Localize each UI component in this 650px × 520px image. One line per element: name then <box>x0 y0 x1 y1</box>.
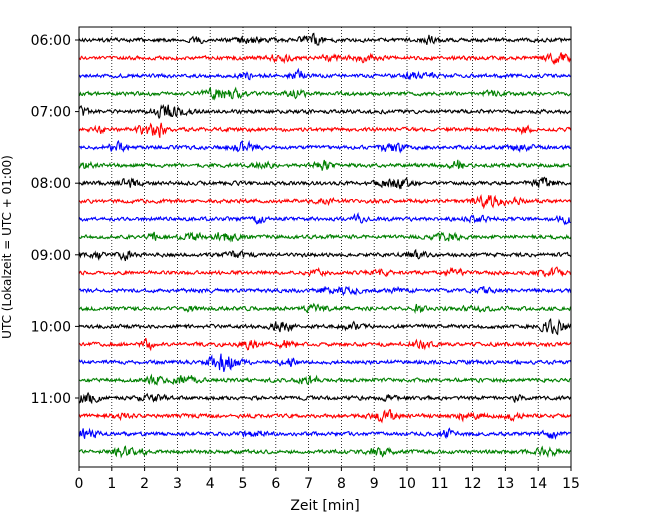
x-tick-label: 11 <box>431 476 449 492</box>
x-tick-label: 8 <box>337 476 346 492</box>
y-tick-label: 10:00 <box>31 319 71 335</box>
x-tick-label: 4 <box>206 476 215 492</box>
trace-line <box>78 266 572 278</box>
trace-line <box>78 212 571 226</box>
trace-line <box>78 445 572 459</box>
y-tick-label: 09:00 <box>31 248 71 264</box>
x-tick-label: 2 <box>140 476 149 492</box>
y-axis-label: UTC (Lokalzeit = UTC + 01:00) <box>0 155 14 339</box>
trace-line <box>78 176 572 190</box>
trace-line <box>78 427 572 440</box>
x-tick-label: 15 <box>562 476 580 492</box>
x-tick-label: 7 <box>304 476 313 492</box>
x-tick-label: 6 <box>271 476 280 492</box>
trace-line <box>78 67 572 81</box>
x-tick-label: 3 <box>173 476 182 492</box>
y-tick-label: 11:00 <box>31 391 71 407</box>
y-axis-ticks: 06:00 07:00 08:00 09:00 10:00 11:00 <box>31 33 79 407</box>
y-tick-label: 07:00 <box>31 105 71 121</box>
trace-group <box>78 32 572 459</box>
x-tick-label: 5 <box>239 476 248 492</box>
trace-line <box>78 193 572 210</box>
x-tick-label: 12 <box>464 476 482 492</box>
trace-line <box>78 159 572 171</box>
trace-line <box>78 409 572 424</box>
x-axis-ticks: 0 1 2 3 4 5 6 7 8 9 10 11 12 13 14 15 <box>75 467 580 492</box>
x-tick-label: 13 <box>496 476 514 492</box>
trace-line <box>78 317 572 336</box>
trace-line <box>78 231 572 243</box>
trace-line <box>78 122 572 138</box>
x-tick-label: 9 <box>370 476 379 492</box>
trace-line <box>78 32 572 46</box>
trace-line <box>78 337 572 352</box>
x-tick-label: 14 <box>529 476 547 492</box>
x-tick-label: 1 <box>107 476 116 492</box>
trace-line <box>78 248 572 262</box>
trace-line <box>78 52 572 66</box>
trace-line <box>78 104 572 120</box>
trace-line <box>78 353 572 372</box>
trace-line <box>78 86 572 101</box>
plot-frame <box>78 26 572 468</box>
x-grid <box>111 27 539 467</box>
trace-line <box>78 285 572 297</box>
trace-line <box>78 373 572 386</box>
trace-line <box>78 139 572 154</box>
y-tick-label: 08:00 <box>31 176 71 192</box>
trace-line <box>78 391 572 405</box>
x-tick-label: 0 <box>75 476 84 492</box>
y-tick-label: 06:00 <box>31 33 71 49</box>
trace-line <box>79 302 572 315</box>
x-axis-label: Zeit [min] <box>290 498 359 514</box>
x-tick-label: 10 <box>398 476 416 492</box>
